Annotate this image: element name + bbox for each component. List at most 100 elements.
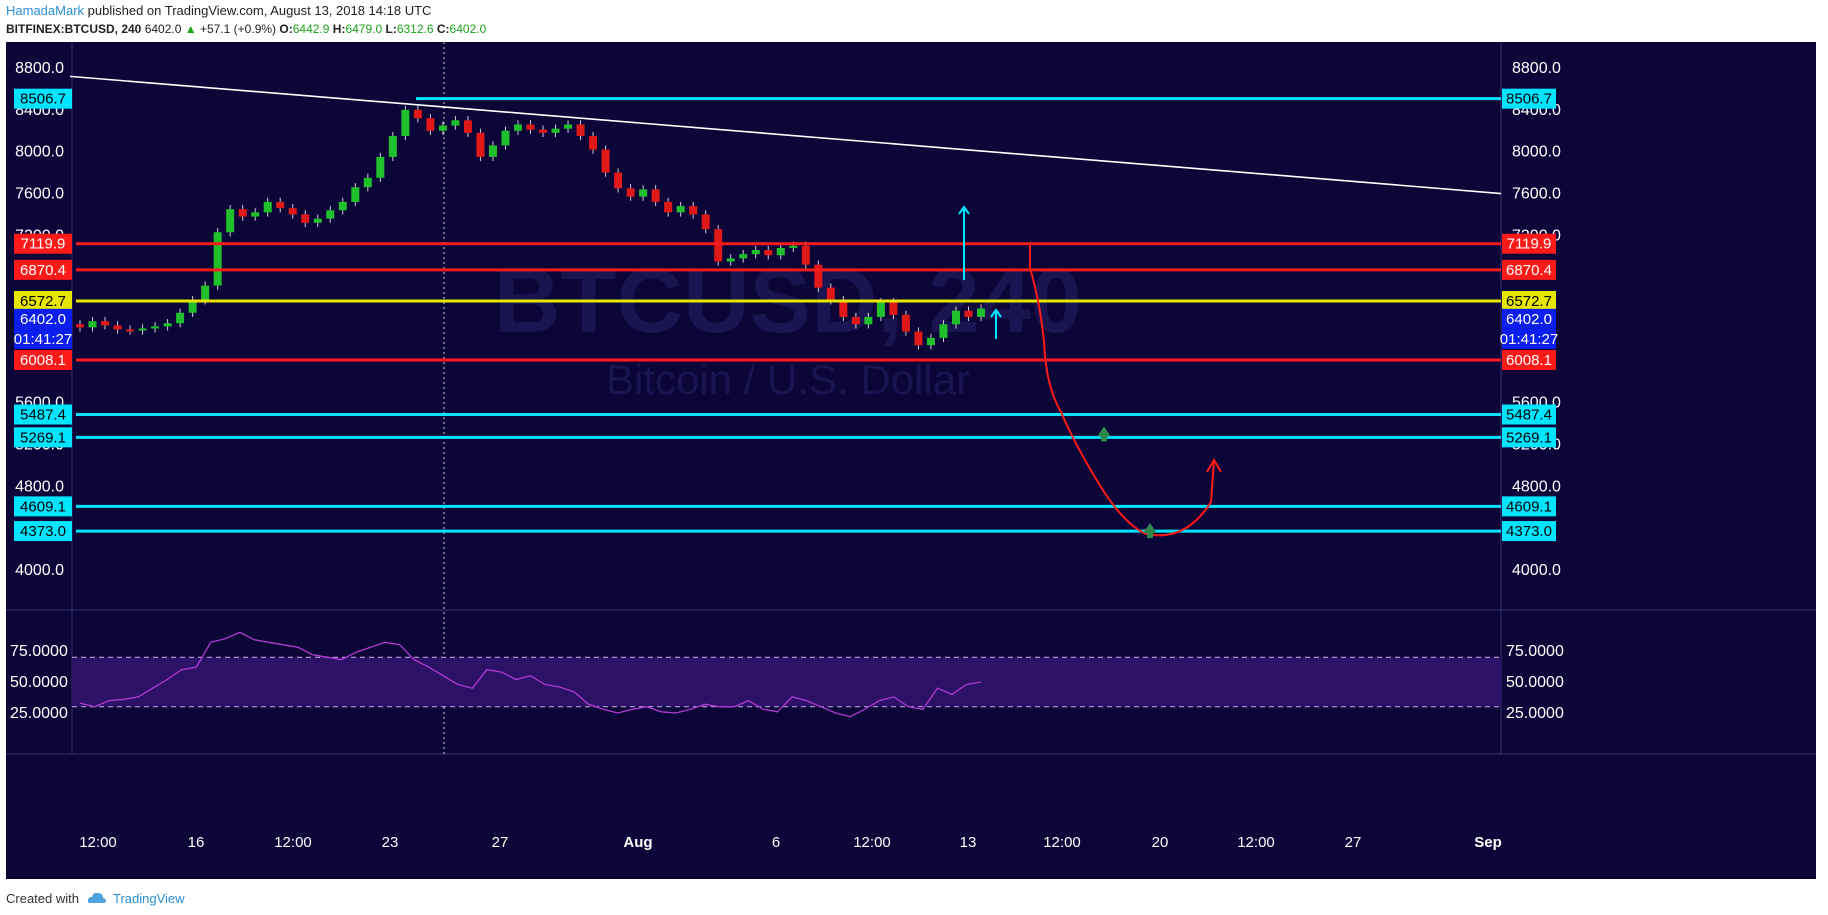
candle-body [951, 310, 960, 325]
rsi-tick-left: 50.0000 [10, 674, 68, 691]
open-label: O: [279, 22, 293, 36]
candle-body [288, 208, 297, 215]
created-with-text: Created with [6, 890, 79, 906]
level-label-right: 7119.9 [1507, 236, 1552, 253]
countdown-tag-right: 01:41:27 [1500, 331, 1558, 348]
countdown-tag-left-bg [14, 328, 72, 349]
candle-body [526, 124, 535, 130]
candle-body [839, 300, 848, 317]
level-label-right: 6572.7 [1506, 293, 1552, 310]
candle-body [426, 118, 435, 131]
candle-body [714, 229, 723, 262]
candle-body [614, 172, 623, 189]
level-label-left: 5269.1 [20, 429, 66, 446]
level-label-left: 8506.7 [20, 91, 66, 108]
level-label-right: 5269.1 [1506, 429, 1552, 446]
price-tick-right: 8800.0 [1512, 60, 1561, 77]
level-label-left: 6008.1 [20, 352, 66, 369]
low-value: 6312.6 [396, 22, 434, 36]
candle-body [851, 316, 860, 325]
up-arrow-head [990, 308, 1002, 318]
price-tick-left: 7600.0 [15, 186, 64, 203]
level-label-left: 6572.7 [20, 293, 66, 310]
level-label-left: 6870.4 [20, 262, 66, 279]
candle-body [664, 201, 673, 213]
chart-header: HamadaMark published on TradingView.com,… [6, 2, 1816, 40]
plot-area [76, 42, 1501, 879]
candle-body [513, 124, 522, 131]
level-label-right: 6870.4 [1506, 262, 1552, 279]
candle-body [151, 326, 160, 329]
level-label-left-bg [14, 521, 72, 542]
time-tick: 16 [188, 834, 205, 851]
candle-body [701, 214, 710, 230]
change-value: +57.1 (+0.9%) [199, 22, 277, 36]
level-label-right-bg [1502, 427, 1556, 448]
candle-body [864, 316, 873, 325]
level-label-left: 5487.4 [20, 406, 66, 423]
time-tick: 12:00 [274, 834, 312, 851]
high-value: 6479.0 [345, 22, 383, 36]
rsi-band [72, 657, 1501, 707]
candle-body [539, 129, 548, 133]
symbol-label: BITFINEX:BTCUSD, 240 [6, 22, 142, 36]
price-tick-right: 4000.0 [1512, 562, 1561, 579]
candle-body [626, 188, 635, 197]
tradingview-brand[interactable]: TradingView [112, 890, 185, 906]
candle-body [213, 232, 222, 286]
close-value: 6402.0 [449, 22, 487, 36]
candle-body [501, 130, 510, 146]
level-label-right-bg [1502, 496, 1556, 517]
price-tick-right: 8000.0 [1512, 144, 1561, 161]
tradingview-logo-icon [87, 892, 106, 903]
time-tick: 23 [382, 834, 399, 851]
time-tick: Sep [1474, 834, 1502, 851]
last-price-tag-right: 6402.0 [1506, 311, 1552, 328]
countdown-tag-right-bg [1502, 328, 1556, 349]
candle-body [238, 209, 247, 217]
candle-body [689, 206, 698, 215]
candle-body [964, 310, 973, 317]
change-up-icon: ▲ [184, 22, 197, 36]
level-label-right-bg [1502, 404, 1556, 425]
rsi-tick-left: 75.0000 [10, 643, 68, 660]
candle-body [726, 258, 735, 262]
candle-body [776, 247, 785, 256]
level-label-left-bg [14, 233, 72, 254]
candle-body [676, 206, 685, 213]
level-label-right-bg [1502, 88, 1556, 109]
projected-path-arrowhead [1206, 458, 1222, 473]
level-label-left-bg [14, 427, 72, 448]
level-label-right: 5487.4 [1506, 406, 1552, 423]
published-text: published on TradingView.com, August 13,… [87, 3, 432, 18]
candle-body [226, 209, 235, 233]
price-tick-left: 8000.0 [15, 144, 64, 161]
last-price-tag-right-bg [1502, 308, 1556, 329]
candle-body [926, 337, 935, 346]
time-tick: Aug [623, 834, 652, 851]
candle-body [113, 325, 122, 330]
countdown-tag-left: 01:41:27 [14, 331, 72, 348]
level-label-right: 4373.0 [1506, 523, 1552, 540]
candle-body [326, 210, 335, 219]
projected-path [1029, 242, 1215, 537]
candle-body [751, 250, 760, 255]
candle-body [876, 302, 885, 317]
candle-body [564, 124, 573, 129]
candle-body [88, 321, 97, 328]
candle-body [651, 189, 660, 202]
last-price: 6402.0 [144, 22, 182, 36]
candle-body [176, 312, 185, 324]
price-tick-right: 7600.0 [1512, 186, 1561, 203]
candle-body [276, 201, 285, 209]
candle-body [388, 135, 397, 157]
candle-body [476, 132, 485, 157]
candle-body [376, 156, 385, 178]
candle-body [826, 287, 835, 301]
author-link[interactable]: HamadaMark [6, 3, 85, 18]
candle-body [438, 125, 447, 131]
candle-body [201, 285, 210, 301]
candle-body [639, 189, 648, 197]
candle-body [451, 120, 460, 126]
